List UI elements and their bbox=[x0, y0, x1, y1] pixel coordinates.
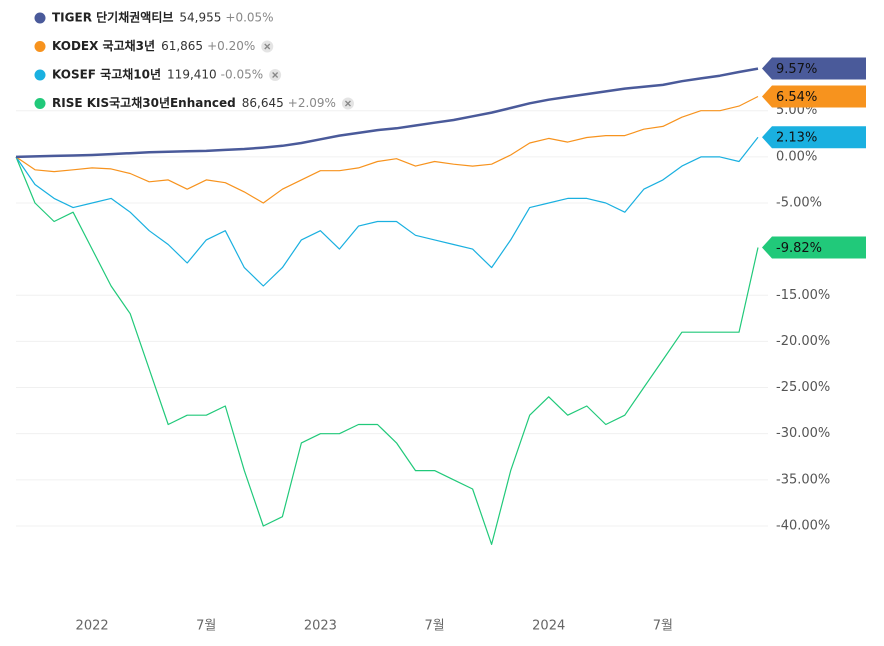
legend-name: RISE KIS국고채30년Enhanced bbox=[52, 95, 236, 110]
y-tick-label: -35.00% bbox=[776, 472, 830, 487]
series-line bbox=[15, 136, 759, 287]
x-tick-label: 2024 bbox=[532, 619, 565, 634]
legend-name: KOSEF 국고채10년 bbox=[52, 67, 161, 82]
legend-entry: TIGER 단기채권액티브 54,955 +0.05% bbox=[34, 10, 274, 25]
end-badge-label: -9.82% bbox=[776, 241, 822, 256]
end-badge-label: 2.13% bbox=[776, 131, 817, 146]
y-tick-label: -40.00% bbox=[776, 518, 830, 533]
end-badge bbox=[762, 85, 866, 108]
y-tick-label: -25.00% bbox=[776, 380, 830, 395]
legend-price: 61,865 bbox=[161, 39, 203, 53]
x-tick-label: 2022 bbox=[76, 619, 109, 634]
legend-remove[interactable] bbox=[261, 40, 274, 53]
legend-change: +2.09% bbox=[288, 96, 336, 110]
legend-swatch bbox=[34, 41, 46, 52]
legend-entry: RISE KIS국고채30년Enhanced 86,645 +2.09% bbox=[34, 95, 354, 110]
y-tick-label: -15.00% bbox=[776, 288, 830, 303]
x-tick-label: 2023 bbox=[304, 619, 337, 634]
legend-price: 54,955 bbox=[179, 11, 221, 25]
y-tick-label: -5.00% bbox=[776, 196, 822, 211]
legend-remove[interactable] bbox=[341, 97, 354, 110]
legend-entry: KOSEF 국고채10년 119,410 -0.05% bbox=[34, 67, 282, 82]
remove-x bbox=[344, 100, 351, 107]
end-badge bbox=[762, 57, 866, 80]
x-tick-label: 7월 bbox=[653, 619, 673, 634]
remove-x bbox=[264, 43, 271, 50]
series-line bbox=[15, 156, 759, 545]
x-tick-label: 7월 bbox=[196, 619, 216, 634]
end-badge bbox=[762, 126, 866, 149]
legend-swatch bbox=[34, 12, 46, 24]
legend-name: KODEX 국고채3년 bbox=[52, 38, 155, 53]
legend-swatch bbox=[34, 98, 46, 109]
series-line bbox=[15, 95, 759, 204]
legend-change: +0.05% bbox=[225, 11, 273, 25]
y-tick-label: -30.00% bbox=[776, 426, 830, 441]
y-tick-label: 0.00% bbox=[776, 149, 817, 164]
series-line bbox=[15, 67, 759, 159]
x-tick-label: 7월 bbox=[424, 619, 444, 634]
legend-entry: KODEX 국고채3년 61,865 +0.20% bbox=[34, 38, 274, 53]
legend-price: 86,645 bbox=[242, 96, 284, 110]
end-badge-label: 9.57% bbox=[776, 62, 817, 77]
remove-x bbox=[272, 72, 279, 78]
end-badge-label: 6.54% bbox=[776, 90, 817, 105]
legend-change: -0.05% bbox=[221, 68, 263, 82]
legend-price: 119,410 bbox=[167, 68, 217, 82]
end-badge bbox=[762, 236, 866, 259]
legend-remove[interactable] bbox=[269, 69, 282, 81]
legend-change: +0.20% bbox=[207, 39, 255, 53]
legend-name: TIGER 단기채권액티브 bbox=[52, 10, 173, 25]
y-tick-label: -20.00% bbox=[776, 334, 830, 349]
legend-swatch bbox=[34, 69, 46, 81]
